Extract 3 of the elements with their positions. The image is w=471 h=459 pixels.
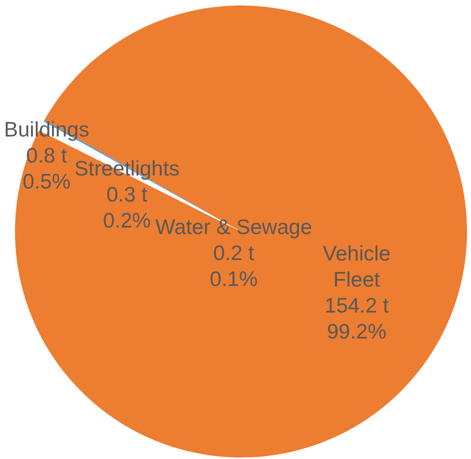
data-label: 154.2 t 99.2%: [324, 294, 389, 344]
data-label: 0.2 t 0.1%: [210, 242, 258, 291]
slice-label: Vehicle Fleet: [322, 242, 390, 292]
